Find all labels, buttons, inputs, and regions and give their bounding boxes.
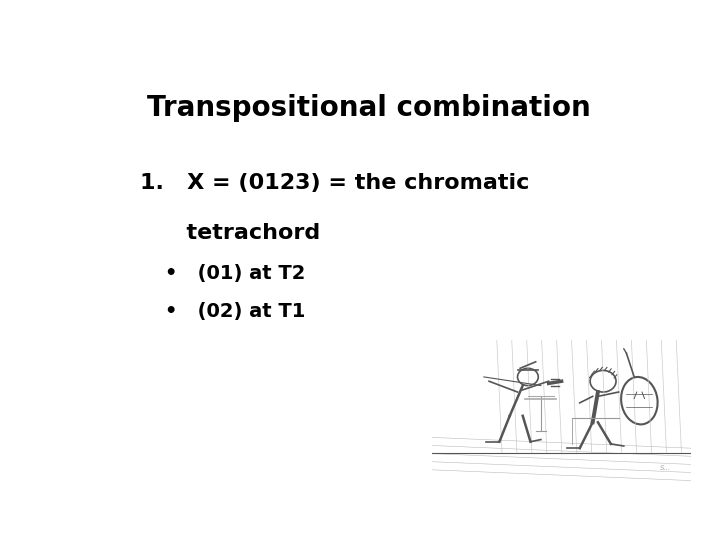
Text: Transpositional combination: Transpositional combination bbox=[147, 94, 591, 122]
Text: tetrachord: tetrachord bbox=[140, 223, 320, 243]
Text: S...: S... bbox=[660, 465, 671, 471]
Text: •   (01) at T2: • (01) at T2 bbox=[166, 265, 306, 284]
Text: 1.   X = (0123) = the chromatic: 1. X = (0123) = the chromatic bbox=[140, 173, 530, 193]
Text: •   (02) at T1: • (02) at T1 bbox=[166, 302, 306, 321]
